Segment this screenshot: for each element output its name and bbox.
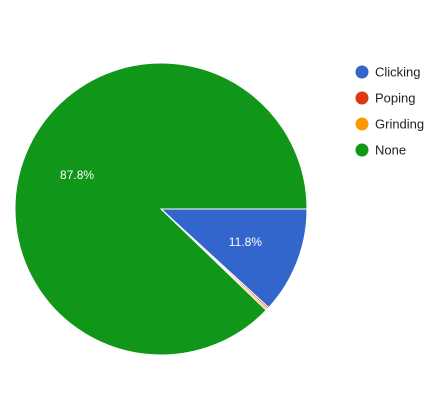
legend-swatch-clicking [355, 65, 369, 79]
slice-label-clicking: 11.8% [229, 235, 262, 249]
legend-swatch-none [355, 143, 369, 157]
legend-swatch-grinding [355, 117, 369, 131]
slice-label-none: 87.8% [60, 168, 94, 182]
pie-slices [14, 62, 308, 356]
pie-slice-none [14, 62, 308, 356]
legend-label-clicking: Clicking [375, 65, 421, 80]
pie-slice-clicking [159, 208, 308, 309]
legend: Clicking Poping Grinding None [355, 65, 424, 158]
legend-label-none: None [375, 143, 406, 158]
pie-slice-labels: 11.8% 87.8% [60, 168, 262, 249]
legend-label-grinding: Grinding [375, 117, 424, 132]
legend-label-poping: Poping [375, 91, 415, 106]
legend-swatch-poping [355, 91, 369, 105]
